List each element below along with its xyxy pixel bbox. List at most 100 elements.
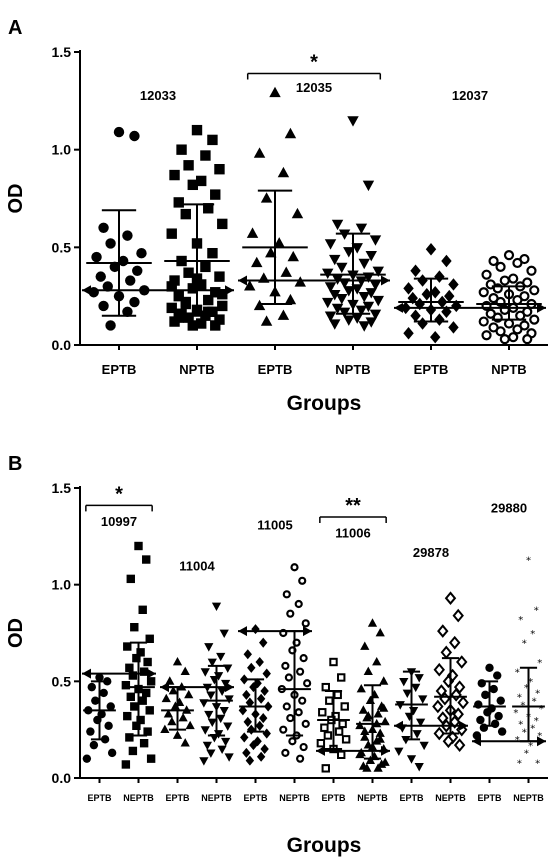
series-group-12: ************************** [512,555,545,769]
data-point [89,740,99,750]
data-point [379,676,389,685]
data-point [145,634,154,643]
series-group-2 [164,124,230,331]
data-point [113,126,125,138]
data-point [331,303,344,315]
data-point [184,689,194,699]
data-point [340,702,349,711]
series-group-6 [277,563,312,763]
data-point: * [532,696,537,707]
data-point [169,169,180,181]
data-point [294,599,303,609]
data-point [260,192,273,203]
data-point [369,235,382,246]
x-tick-label: NEPTB [513,793,544,803]
data-point [324,239,337,250]
x-tick-label: NEPTB [201,793,232,803]
data-point [176,144,187,155]
data-point [284,293,297,305]
data-point [168,685,178,695]
data-point [481,690,490,700]
data-point [211,602,222,611]
data-point: * [515,667,520,678]
data-point [286,713,295,723]
data-point [281,748,290,757]
data-point [206,749,216,758]
data-point [437,624,449,638]
data-point [109,261,120,273]
significance-stars: * [310,51,318,73]
data-point [394,747,404,756]
data-point [367,618,378,627]
data-point [375,728,385,737]
data-point [102,281,113,292]
y-tick-label: 0.0 [52,337,72,353]
data-point [526,265,537,276]
data-point [477,679,486,688]
data-point [508,273,519,284]
data-point [136,648,145,657]
data-point [187,320,198,331]
data-point [448,278,459,291]
data-point [125,733,134,742]
data-point [365,250,377,262]
data-point [209,676,220,685]
annotation-label: 29880 [491,500,527,515]
data-point [351,284,363,295]
data-point [207,134,218,146]
arrow-left [82,285,91,296]
data-point [497,727,507,736]
data-point [91,251,102,263]
data-point [146,677,156,686]
data-point [321,764,330,773]
data-point [256,751,266,762]
data-point [202,741,212,751]
data-point [440,645,453,660]
arrow-left [160,682,169,693]
data-point [434,270,445,283]
data-point [379,703,389,712]
data-point [163,709,173,718]
data-point [457,695,469,710]
data-point [403,282,414,295]
data-point [323,731,333,740]
data-point [166,228,177,239]
data-point [419,741,429,751]
data-point [191,124,203,136]
data-point [161,693,171,703]
data-point: * [518,615,523,626]
arrow-left [472,736,481,747]
data-point [180,208,191,220]
data-point: * [526,555,531,566]
data-point [489,684,498,694]
data-point: * [534,606,539,617]
data-point [143,657,152,667]
data-point [259,637,268,648]
data-point [255,720,264,731]
data-point [123,711,132,721]
data-point [255,656,264,668]
data-point [299,654,308,663]
data-point [441,254,452,268]
data-point [362,763,372,772]
data-point [529,285,540,296]
significance-stars: * [115,483,123,505]
data-point [210,189,221,200]
data-point [105,238,116,249]
annotation-label: 12033 [140,88,176,103]
data-point [479,723,489,732]
data-point [372,656,382,666]
significance-bracket: ** [319,495,387,523]
data-point [169,275,180,286]
data-point [337,750,346,759]
data-point [411,683,421,693]
annotation-label: 12035 [296,80,332,95]
data-point [216,714,226,724]
data-point: * [535,689,540,700]
arrow-right [537,302,546,313]
x-axis-title: Groups [287,392,362,415]
arrow-right [147,668,156,679]
significance-bracket: * [246,51,382,80]
data-point [204,710,214,720]
data-point: * [517,758,522,769]
